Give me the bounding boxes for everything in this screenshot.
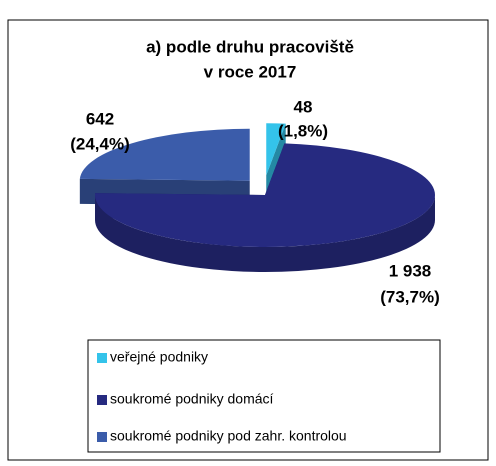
- legend: veřejné podniky soukromé podniky domácí so…: [97, 349, 347, 444]
- percent-label: (1,8%): [278, 121, 328, 140]
- slice-top: [266, 123, 286, 176]
- chart-subtitle: v roce 2017: [204, 62, 297, 81]
- chart-title: a) podle druhu pracoviště: [146, 37, 354, 56]
- data-label: 48: [294, 97, 313, 116]
- legend-swatch: [97, 395, 107, 405]
- legend-label: soukromé podniky pod zahr. kontrolou: [110, 428, 347, 444]
- percent-label: (24,4%): [70, 134, 130, 153]
- frame: [7, 19, 489, 461]
- legend-swatch: [97, 353, 107, 363]
- pie-slice: [95, 143, 436, 272]
- legend-label: veřejné podniky: [110, 349, 208, 365]
- data-label: 642: [86, 109, 114, 128]
- legend-swatch: [97, 432, 107, 442]
- slice-top: [95, 143, 436, 248]
- legend-box: [87, 339, 441, 453]
- percent-label: (73,7%): [380, 287, 440, 306]
- pie: [79, 123, 436, 272]
- data-label: 1 938: [389, 261, 432, 280]
- legend-label: soukromé podniky domácí: [110, 391, 274, 407]
- slice-wall: [95, 195, 435, 272]
- slice-top: [79, 128, 250, 181]
